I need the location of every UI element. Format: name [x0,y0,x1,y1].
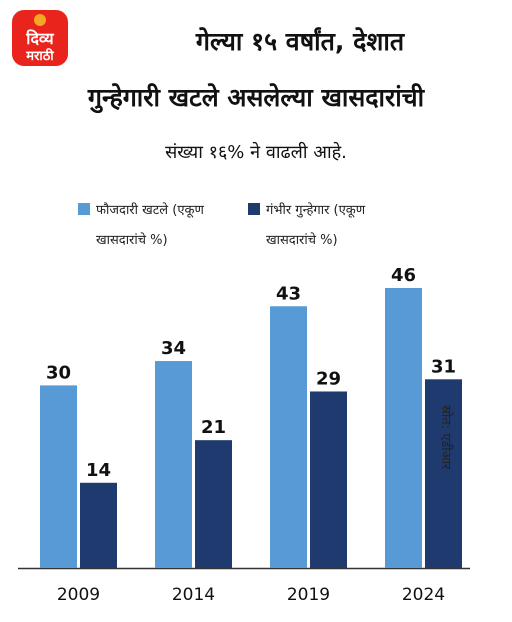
source-credit: स्रोत: एडीआर [438,405,453,470]
x-tick-label-2019: 2019 [287,585,330,605]
logo-text-line2: मराठी [26,49,54,64]
chart-title-line2: गुन्हेगारी खटले असलेल्या खासदारांची [87,83,425,112]
data-label-criminal-cases-2014: 34 [161,338,186,359]
data-label-criminal-cases-2019: 43 [276,283,301,304]
bar-serious-criminals-2009 [80,482,117,568]
logo-text-line1: दिव्य [26,29,54,48]
bar-serious-criminals-2014 [195,440,232,568]
legend-label-line1: गंभीर गुन्हेगार (एकूण [266,203,366,218]
bar-serious-criminals-2024 [425,379,462,568]
data-label-criminal-cases-2024: 46 [391,265,416,286]
bar-criminal-cases-2024 [385,288,422,568]
legend-item-serious-criminals: गंभीर गुन्हेगार (एकूण खासदारांचे %) [248,196,365,256]
data-label-serious-criminals-2009: 14 [86,460,111,481]
data-label-criminal-cases-2009: 30 [46,362,71,383]
legend-swatch-criminal-cases [78,203,90,215]
legend-item-criminal-cases: फौजदारी खटले (एकूण खासदारांचे %) [78,196,204,256]
chart-title-line1: गेल्या १५ वर्षांत, देशात [195,27,405,56]
bar-criminal-cases-2014 [155,361,192,568]
legend-label-line2: खासदारांचे %) [266,233,338,248]
bar-criminal-cases-2019 [270,306,307,568]
sun-icon [34,14,46,26]
data-label-serious-criminals-2014: 21 [201,417,226,438]
x-tick-label-2014: 2014 [172,585,215,605]
bar-serious-criminals-2019 [310,391,347,568]
x-tick-label-2009: 2009 [57,585,100,605]
data-label-serious-criminals-2019: 29 [316,368,341,389]
x-tick-label-2024: 2024 [402,585,445,605]
legend-swatch-serious-criminals [248,203,260,215]
legend-label-line1: फौजदारी खटले (एकूण [96,203,204,218]
legend-label-line2: खासदारांचे %) [96,233,168,248]
divya-marathi-logo: दिव्य मराठी [12,10,68,66]
chart-subtitle: संख्या १६% ने वाढली आहे. [165,142,347,163]
data-label-serious-criminals-2024: 31 [431,356,456,377]
bar-criminal-cases-2009 [40,385,77,568]
